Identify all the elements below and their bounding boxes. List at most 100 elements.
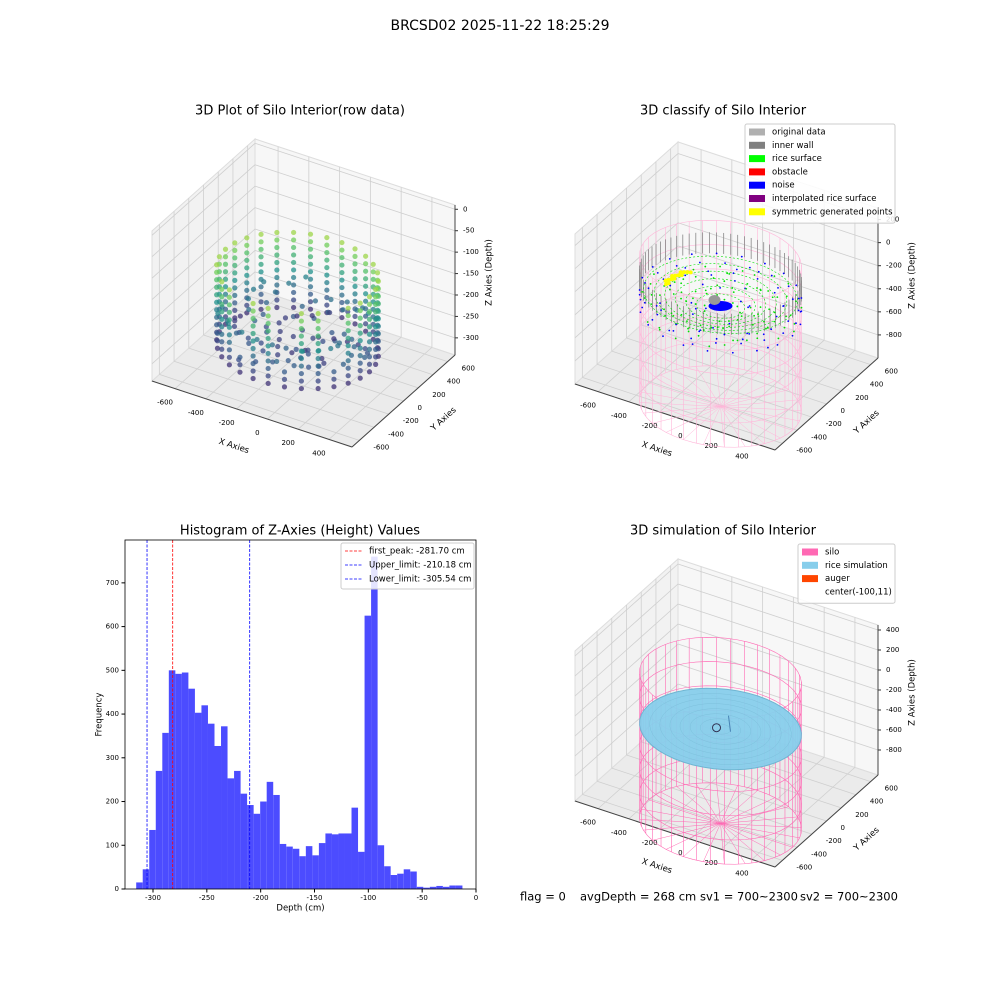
legend-swatch [802,575,818,583]
point [373,346,379,352]
point [232,255,238,261]
point [315,340,321,347]
point [265,358,271,364]
point [339,284,345,291]
x-axis-label: X Axies [217,437,250,456]
point [345,328,351,334]
y-axis [774,774,879,868]
point [650,293,653,296]
point [676,273,681,278]
point [315,325,321,332]
point [274,267,280,273]
grid-line [151,142,256,236]
point [363,283,369,289]
point [765,327,767,330]
bar [449,885,456,889]
point [344,299,350,305]
footer-text: sv1 = 700~2300 [700,890,798,904]
point [244,272,250,278]
silo-ring [653,263,788,331]
point [736,305,739,308]
silo-wire [716,365,721,407]
point [352,276,358,282]
legend-label: noise [772,181,795,191]
point [226,332,232,338]
point [274,304,280,311]
point [777,337,780,340]
point [739,311,741,314]
point [219,279,225,285]
point [682,344,685,347]
point [357,308,363,314]
point [352,321,358,327]
grid-line [151,207,256,300]
silo-ring [639,268,802,351]
y-tick-label: 200 [855,394,868,402]
x-tick-label: -200 [253,894,269,902]
grid-line [574,222,679,316]
point [357,330,363,336]
point [244,287,250,293]
point [269,342,275,348]
silo-wire [652,406,721,424]
point [222,261,229,267]
point [339,292,345,298]
point [352,313,358,319]
bar [266,781,274,889]
point [669,284,672,287]
point [214,262,220,268]
x-tick-label: -50 [416,894,427,902]
bar [299,856,306,889]
point [258,239,264,245]
point [366,316,373,322]
point [274,252,280,258]
point [766,326,769,329]
point [250,338,256,344]
point [309,312,315,319]
bar [227,778,235,889]
grid-line [574,583,679,677]
point [275,343,281,350]
grid-line [151,185,256,279]
point [646,321,649,323]
point [787,282,790,285]
point [274,297,280,303]
point [281,384,288,390]
legend-label: first_peak: -281.70 cm [369,547,465,557]
point [345,350,351,356]
silo-ring [639,341,802,424]
point [277,328,283,335]
bar [416,886,424,889]
x-tick-label: -150 [307,894,323,902]
point [373,286,379,292]
bar [364,615,372,889]
point [219,316,225,322]
point [736,318,739,321]
y-tick-label: -400 [388,430,404,438]
point [274,229,280,236]
grid-line [151,250,256,343]
bar [181,672,189,889]
silo-wire [720,785,738,824]
point [691,313,694,315]
bar [331,834,339,889]
point [307,306,314,312]
point [298,333,304,339]
grid-line [574,663,679,757]
point [315,378,321,384]
x-axis [574,800,776,868]
point [709,287,712,290]
point [219,286,225,292]
point [327,309,333,316]
bar [234,770,241,889]
point [756,337,759,340]
point [307,269,314,275]
point [728,322,731,325]
point [710,326,713,329]
point [315,333,321,339]
point [289,350,295,356]
point [732,291,735,294]
point [651,266,654,268]
point [222,299,229,305]
point [799,310,802,313]
